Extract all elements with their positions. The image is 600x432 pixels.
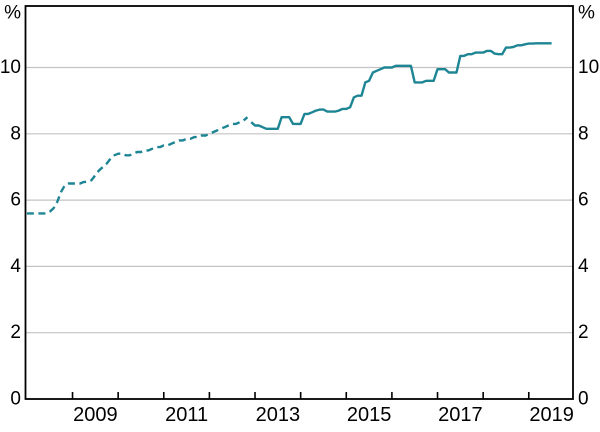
x-axis-label-2009: 2009 (73, 404, 118, 426)
x-axis-label-2015: 2015 (347, 404, 392, 426)
gridlines (25, 66, 573, 334)
x-axis-label-2019: 2019 (529, 404, 574, 426)
plot-frame (24, 5, 574, 400)
plot-border (24, 5, 574, 400)
x-axis-label-2013: 2013 (256, 404, 301, 426)
y-tick-label-left: 10 (0, 57, 21, 78)
y-axis-unit-right: % (578, 3, 595, 24)
y-tick-label-right: 6 (578, 190, 589, 211)
y-tick-label-left: 4 (10, 256, 21, 277)
y-tick-label-right: 2 (578, 322, 589, 343)
axis-labels: % % 0 0 2 2 4 4 6 6 8 8 10 10 2009 2011 2013 2015 2017 20… (0, 3, 599, 427)
y-tick-label-right: 4 (578, 256, 589, 277)
series-line-solid (250, 42, 552, 131)
y-axis-unit-left: % (4, 3, 21, 24)
series-line-dashed (26, 116, 249, 215)
y-tick-label-left: 8 (10, 123, 21, 144)
axis-ticks (71, 392, 530, 399)
y-tick-label-right: 0 (578, 389, 589, 410)
y-tick-label-right: 10 (578, 57, 599, 78)
x-axis-label-2017: 2017 (438, 404, 483, 426)
data-series (26, 42, 552, 215)
y-tick-label-left: 6 (10, 190, 21, 211)
y-tick-label-left: 0 (10, 389, 21, 410)
x-axis-label-2011: 2011 (165, 404, 208, 426)
y-tick-label-left: 2 (10, 322, 21, 343)
y-tick-label-right: 8 (578, 123, 589, 144)
